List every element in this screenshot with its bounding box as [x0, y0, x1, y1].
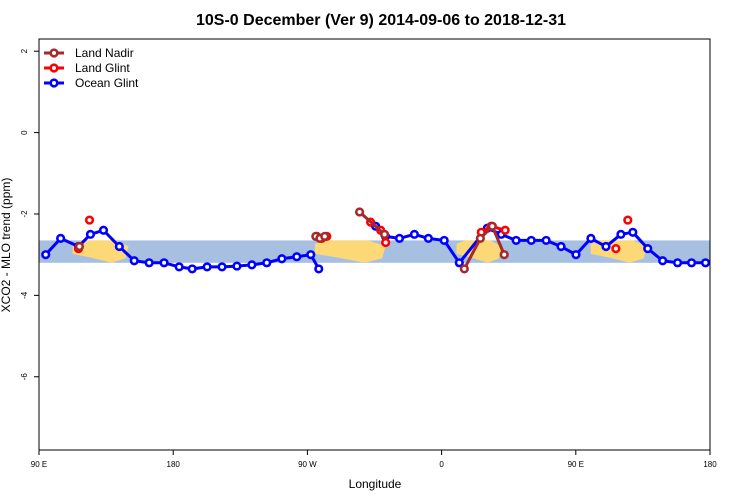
- land-nadir-point: [487, 221, 497, 231]
- series-ocean-glint: [41, 221, 711, 274]
- y-tick-label-5: -6: [20, 373, 29, 381]
- x-tick-label-1: 90 E: [31, 460, 47, 469]
- ocean-glint-point: [202, 262, 212, 272]
- ocean-glint-point: [144, 258, 154, 268]
- ocean-glint-point: [159, 258, 169, 268]
- ocean-glint-point: [262, 258, 272, 268]
- ocean-glint-point: [41, 250, 51, 260]
- ocean-glint-point: [686, 258, 697, 268]
- legend-label: Land Glint: [75, 61, 130, 75]
- ocean-glint-point: [541, 235, 551, 246]
- ocean-glint-point: [114, 241, 124, 252]
- land-segment-3: [456, 240, 502, 263]
- surface-band: [39, 240, 710, 263]
- land-glint-point: [84, 215, 95, 225]
- ocean-glint-point: [586, 233, 596, 243]
- ocean-glint-point: [628, 227, 638, 237]
- ocean-glint-point: [571, 250, 581, 260]
- ocean-glint-point: [174, 262, 184, 272]
- ocean-glint-point: [292, 252, 302, 262]
- x-tick-label-6: 180: [703, 460, 717, 469]
- x-axis-label: Longitude: [349, 477, 402, 491]
- ocean-glint-point: [409, 229, 419, 239]
- ocean-glint-point: [129, 256, 139, 266]
- legend-swatch-marker: [49, 48, 59, 58]
- land-nadir-line-3: [462, 224, 506, 271]
- ocean-glint-point: [643, 243, 653, 254]
- legend-item-land-glint: Land Glint: [44, 61, 130, 75]
- x-axis-ticks: 90 E 180 90 W 0 90 E 180: [31, 450, 717, 469]
- y-tick-label-3: -2: [20, 210, 29, 218]
- land-segment-2: [314, 240, 386, 263]
- land-nadir-point: [475, 233, 485, 243]
- ocean-glint-point: [672, 258, 683, 268]
- ocean-glint-point: [511, 235, 521, 246]
- legend-label: Land Nadir: [75, 46, 134, 60]
- land-nadir-point: [459, 264, 469, 274]
- land-nadir-point: [354, 207, 365, 217]
- land-nadir-point: [74, 241, 85, 252]
- land-glint-point: [623, 215, 633, 225]
- land-glint-point: [381, 237, 391, 248]
- ocean-glint-point: [601, 241, 611, 252]
- legend-item-ocean-glint: Ocean Glint: [44, 76, 139, 90]
- ocean-glint-point: [658, 256, 668, 266]
- ocean-glint-point: [616, 229, 626, 239]
- legend-swatch-marker: [49, 78, 59, 88]
- ocean-glint-point: [232, 261, 242, 271]
- legend-item-land-nadir: Land Nadir: [44, 46, 134, 60]
- y-tick-label-4: -4: [20, 291, 29, 299]
- ocean-glint-point: [277, 254, 287, 264]
- land-nadir-point: [499, 250, 509, 260]
- ocean-glint-point: [556, 241, 566, 252]
- ocean-glint-point: [439, 235, 449, 246]
- chart-title: 10S-0 December (Ver 9) 2014-09-06 to 201…: [196, 12, 566, 29]
- land-segment-1: [72, 240, 129, 263]
- y-tick-label-2: 0: [20, 130, 29, 135]
- plot-frame: [38, 38, 711, 451]
- x-tick-label-2: 180: [167, 460, 181, 469]
- series-layer: [41, 207, 711, 274]
- ocean-glint-point: [526, 235, 536, 246]
- land-nadir-line-2: [358, 210, 387, 236]
- legend-swatch-marker: [49, 63, 59, 73]
- ocean-glint-point: [700, 258, 711, 268]
- y-axis-label: XCO2 - MLO trend (ppm): [0, 178, 13, 313]
- ocean-glint-point: [98, 225, 109, 235]
- ocean-glint-point: [187, 264, 197, 274]
- ocean-glint-point: [247, 260, 257, 270]
- y-tick-label-1: 2: [20, 48, 29, 53]
- land-nadir-point: [320, 231, 330, 241]
- ocean-glint-point: [85, 229, 96, 239]
- ocean-glint-point: [423, 233, 433, 243]
- y-axis-ticks: 2 0 -2 -4 -6: [20, 48, 39, 380]
- ocean-glint-point: [394, 233, 405, 243]
- x-tick-label-5: 90 E: [568, 460, 584, 469]
- ocean-glint-point: [306, 250, 316, 260]
- x-tick-label-4: 0: [439, 460, 444, 469]
- land-nadir-point: [379, 229, 390, 239]
- land-glint-point: [611, 243, 621, 254]
- ocean-glint-point: [454, 258, 464, 268]
- ocean-glint-point: [56, 233, 66, 243]
- ocean-glint-point: [217, 262, 227, 272]
- x-tick-label-3: 90 W: [298, 460, 317, 469]
- land-glint-point: [500, 225, 510, 235]
- legend-label: Ocean Glint: [75, 76, 139, 90]
- ocean-glint-point: [314, 264, 324, 274]
- series-land-nadir: [74, 207, 509, 274]
